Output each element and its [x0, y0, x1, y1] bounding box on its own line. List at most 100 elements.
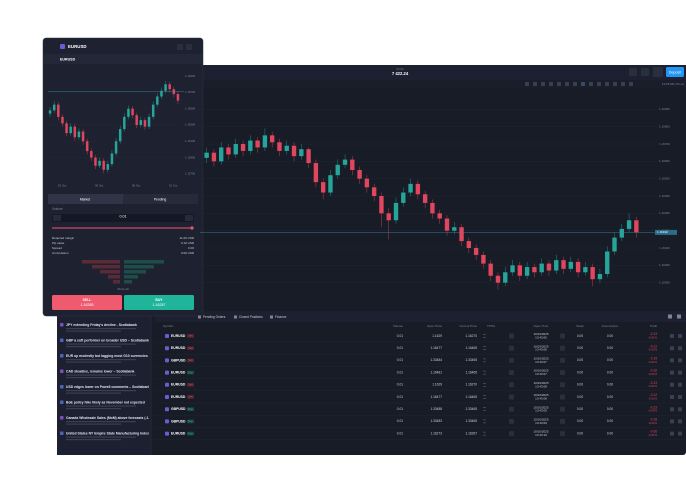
side-badge [187, 370, 194, 375]
edit-button[interactable] [560, 431, 565, 437]
edit-button[interactable] [560, 418, 565, 424]
positions-tab[interactable]: Pending Orders [203, 315, 226, 319]
show-all[interactable]: Show all [117, 287, 129, 291]
close-button[interactable] [678, 334, 682, 338]
news-headline[interactable]: GBP a soft performer on broader USD – Sc… [66, 338, 149, 342]
row-action[interactable] [670, 431, 674, 436]
news-headline[interactable]: JPY extending Friday's decline - Scotiab… [66, 323, 137, 327]
tool-icon[interactable] [565, 82, 569, 86]
symbol-flag [165, 382, 169, 387]
row-action[interactable] [670, 334, 674, 338]
tool-icon[interactable] [589, 82, 593, 86]
edit-button[interactable] [509, 345, 514, 351]
plus-button[interactable] [185, 215, 193, 221]
close-button[interactable] [678, 382, 682, 387]
candle-body [143, 120, 147, 127]
minus-button[interactable] [53, 215, 61, 221]
tool-icon[interactable] [629, 82, 633, 86]
edit-button[interactable] [509, 382, 514, 388]
tab-label[interactable]: Pending [154, 197, 167, 201]
tool-icon[interactable] [573, 82, 577, 86]
close-button[interactable] [678, 395, 682, 399]
tab-icon[interactable] [234, 315, 237, 319]
edit-button[interactable] [560, 370, 565, 376]
row-action[interactable] [670, 382, 674, 387]
tool-icon[interactable] [581, 82, 585, 86]
close-button[interactable] [678, 407, 682, 412]
row-action[interactable] [670, 407, 674, 412]
edit-button[interactable] [509, 431, 514, 437]
row-action[interactable] [670, 358, 674, 363]
row-action[interactable] [670, 419, 674, 424]
positions-tab[interactable]: Finance [275, 315, 287, 319]
tool-icon[interactable] [605, 82, 609, 86]
tab-label[interactable]: Market [80, 197, 90, 201]
edit-button[interactable] [560, 333, 565, 339]
tab-icon[interactable] [270, 315, 273, 319]
side-label: Buy [188, 431, 193, 435]
edit-button[interactable] [560, 345, 565, 351]
candle-body [444, 218, 450, 231]
tool-icon[interactable] [525, 82, 529, 86]
candle-body [364, 178, 370, 188]
tool-icon[interactable] [549, 82, 553, 86]
row-action[interactable] [670, 395, 674, 399]
icon-button[interactable] [629, 68, 637, 76]
edit-button[interactable] [509, 333, 514, 339]
edit-button[interactable] [509, 418, 514, 424]
tool-icon[interactable] [541, 82, 545, 86]
buy-button[interactable] [124, 295, 194, 310]
close-button[interactable] [678, 370, 682, 375]
column-header: Profit [650, 324, 657, 328]
deposit-button[interactable] [666, 67, 684, 77]
icon-button[interactable] [177, 44, 183, 50]
close-button[interactable] [678, 419, 682, 424]
tool-icon[interactable] [613, 82, 617, 86]
edit-button[interactable] [509, 394, 514, 400]
tool-icon[interactable] [557, 82, 561, 86]
icon-button[interactable] [186, 44, 192, 50]
cell-current-price: 1.16465 [465, 346, 477, 350]
y-tick-label: 1.16900 [185, 74, 196, 78]
news-headline[interactable]: EUR up modestly but lagging most G10 cur… [66, 354, 169, 358]
news-headline[interactable]: BoE policy hike likely as November not e… [66, 400, 145, 404]
news-headline[interactable]: USD edges lower on Powell comments – Sco… [66, 385, 150, 389]
close-button[interactable] [678, 358, 682, 363]
settings-icon[interactable] [677, 314, 681, 319]
row-action[interactable] [670, 346, 674, 351]
news-headline[interactable]: CAD steadies, remains lower – Scotiabank [66, 369, 135, 373]
sell-button[interactable] [52, 295, 122, 310]
edit-button[interactable] [509, 406, 514, 412]
side-label: Buy [188, 370, 193, 374]
icon-button[interactable] [641, 68, 649, 76]
symbol-flag [165, 334, 169, 338]
edit-button[interactable] [560, 394, 565, 400]
cell-date: 10/10/2025 [533, 344, 548, 348]
news-headline[interactable]: United States NY Empire State Manufactur… [66, 431, 176, 435]
panel-symbol: EURUSD [68, 44, 87, 49]
tool-icon[interactable] [533, 82, 537, 86]
candle-body [156, 96, 159, 105]
tab-active[interactable] [48, 194, 123, 204]
edit-button[interactable] [560, 406, 565, 412]
slider-knob[interactable] [190, 226, 194, 230]
tab-icon[interactable] [198, 315, 201, 319]
icon-button[interactable] [653, 67, 663, 77]
row-symbol: GBPUSD [171, 419, 186, 423]
cell-profit-pct: -0.01% [648, 348, 657, 352]
row-action[interactable] [670, 370, 674, 375]
candle-body [106, 164, 110, 170]
tool-icon[interactable] [597, 82, 601, 86]
volume-input[interactable] [52, 214, 194, 222]
close-button[interactable] [678, 346, 682, 351]
edit-button[interactable] [560, 357, 565, 363]
tool-icon[interactable] [621, 82, 625, 86]
candle-body [386, 213, 391, 221]
close-button[interactable] [678, 431, 682, 436]
positions-tab[interactable]: Closed Positions [239, 315, 263, 319]
edit-button[interactable] [509, 370, 514, 376]
filter-icon[interactable] [668, 314, 672, 319]
edit-button[interactable] [509, 357, 514, 363]
news-headline[interactable]: Canada Wholesale Sales (MoM) above forec… [66, 416, 173, 420]
edit-button[interactable] [560, 382, 565, 388]
